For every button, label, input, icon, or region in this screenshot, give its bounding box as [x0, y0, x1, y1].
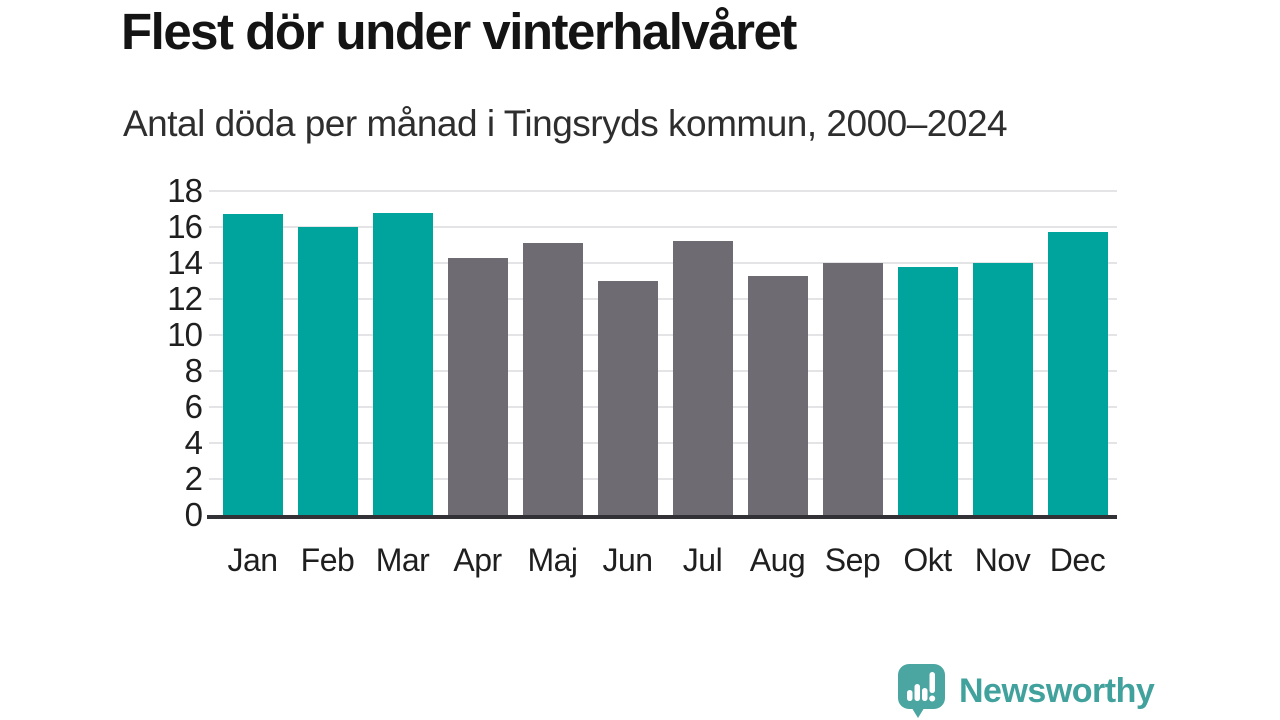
bar-okt — [897, 266, 958, 515]
y-tick-label: 8 — [184, 352, 203, 389]
y-tick-label: 10 — [167, 316, 203, 353]
bar-jan — [222, 214, 283, 515]
bar-feb — [297, 227, 358, 515]
y-tick-label: 2 — [184, 460, 203, 497]
chart-subtitle: Antal döda per månad i Tingsryds kommun,… — [123, 103, 1008, 144]
x-tick-label: Nov — [974, 542, 1031, 578]
bar-jul — [672, 241, 733, 515]
y-tick-label: 16 — [167, 208, 203, 245]
x-tick-label: Dec — [1049, 542, 1106, 578]
y-tick-label: 12 — [167, 280, 203, 317]
newsworthy-logo: Newsworthy — [897, 664, 1155, 719]
x-tick-label: Jan — [227, 542, 278, 578]
gridline — [209, 334, 1117, 336]
gridline — [209, 478, 1117, 480]
x-tick-label: Jul — [682, 542, 723, 578]
bar-aug — [747, 275, 808, 515]
gridline — [209, 442, 1117, 444]
gridline — [209, 298, 1117, 300]
y-tick-label: 14 — [167, 244, 203, 281]
gridline — [209, 226, 1117, 228]
x-axis-line — [207, 515, 1117, 519]
gridline — [209, 370, 1117, 372]
x-tick-label: Okt — [903, 542, 952, 578]
y-tick-label: 4 — [184, 424, 203, 461]
y-tick-label: 18 — [167, 172, 203, 209]
gridline — [209, 262, 1117, 264]
bar-mar — [372, 212, 433, 515]
bar-apr — [447, 257, 508, 515]
x-tick-label: Mar — [375, 542, 430, 578]
x-tick-label: Feb — [300, 542, 355, 578]
newsworthy-logo-icon — [898, 664, 945, 718]
y-tick-label: 6 — [184, 388, 203, 425]
gridline — [209, 190, 1117, 192]
x-tick-label: Jun — [602, 542, 653, 578]
bar-maj — [522, 243, 583, 515]
newsworthy-logo-text: Newsworthy — [959, 672, 1155, 710]
chart-title: Flest dör under vinterhalvåret — [121, 3, 797, 60]
gridline — [209, 406, 1117, 408]
bar-jun — [597, 281, 658, 515]
bar-nov — [972, 263, 1033, 515]
x-tick-label: Apr — [453, 542, 502, 578]
y-tick-label: 0 — [184, 496, 203, 533]
bar-dec — [1047, 232, 1108, 515]
bar-sep — [822, 263, 883, 515]
x-tick-label: Aug — [749, 542, 806, 578]
x-tick-label: Maj — [527, 542, 578, 578]
x-tick-label: Sep — [824, 542, 881, 578]
plot-area — [209, 190, 1117, 515]
